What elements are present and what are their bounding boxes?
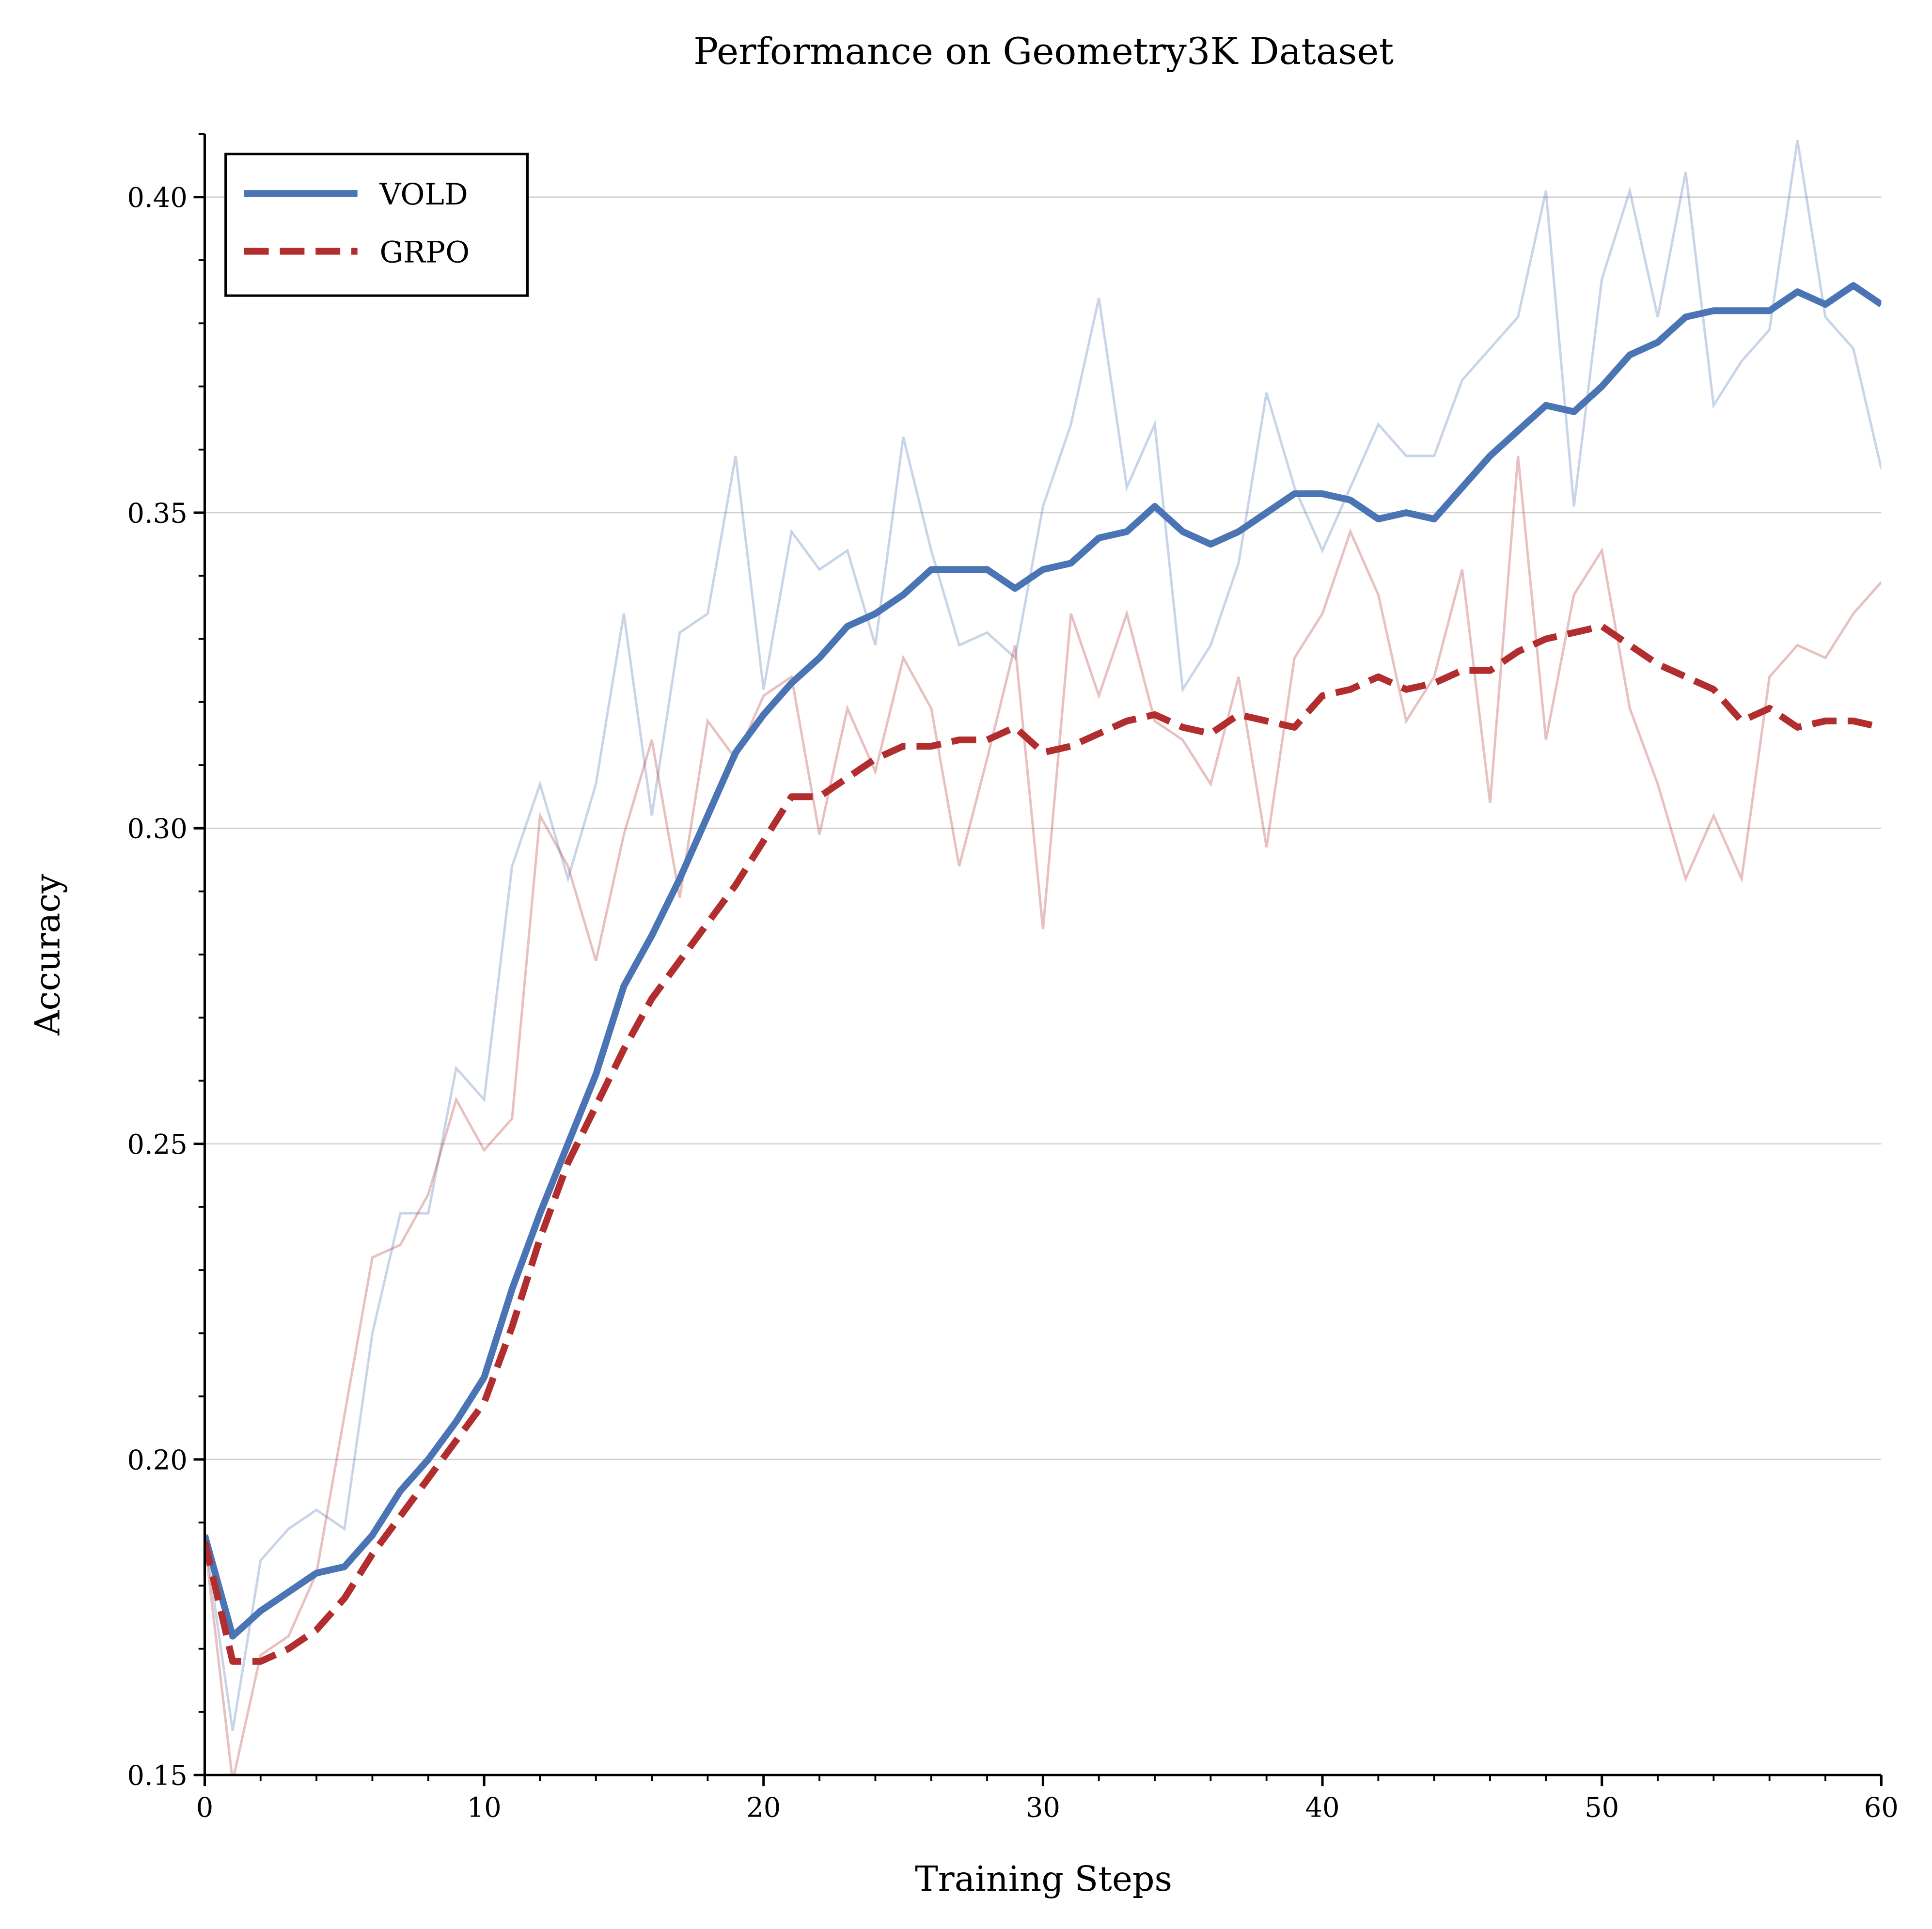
vold-raw-line	[204, 140, 1882, 1731]
legend-label-grpo: GRPO	[379, 235, 470, 269]
x-tick-label: 0	[196, 1792, 214, 1824]
y-tick-label: 0.30	[127, 814, 187, 845]
legend-label-vold: VOLD	[379, 177, 468, 212]
x-tick-label: 20	[746, 1792, 781, 1824]
x-tick-label: 10	[467, 1792, 502, 1824]
axes: 0.15 0.20 0.25 0.30 0.35 0.40 0 10 20 30 40 50 60	[127, 133, 1899, 1824]
y-tick-label: 0.40	[127, 182, 187, 214]
x-axis-label: Training Steps	[915, 1859, 1172, 1899]
grpo-raw-line	[204, 455, 1882, 1775]
y-axis-label: Accuracy	[27, 874, 67, 1035]
smoothed-series-layer	[204, 282, 1882, 1665]
y-tick-label: 0.20	[127, 1444, 187, 1476]
y-tick-label: 0.35	[127, 498, 187, 529]
x-tick-label: 60	[1864, 1792, 1899, 1824]
legend: VOLD GRPO	[224, 153, 529, 297]
chart-title: Performance on Geometry3K Dataset	[693, 30, 1394, 73]
y-tick-label: 0.25	[127, 1129, 187, 1161]
grid	[204, 196, 1882, 1776]
legend-frame	[224, 153, 529, 297]
x-tick-label: 40	[1305, 1792, 1339, 1824]
x-tick-label: 30	[1026, 1792, 1060, 1824]
vold-smoothed-line	[204, 282, 1882, 1640]
x-tick-label: 50	[1585, 1792, 1619, 1824]
y-tick-label: 0.15	[127, 1760, 187, 1792]
raw-series-layer	[204, 140, 1882, 1775]
